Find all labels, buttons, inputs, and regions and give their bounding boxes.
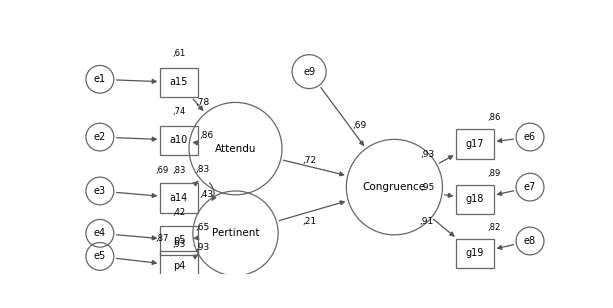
Text: ,65: ,65 [196, 223, 210, 233]
FancyArrowPatch shape [210, 183, 216, 200]
Text: e2: e2 [94, 132, 106, 142]
Bar [161, 126, 197, 155]
Text: e6: e6 [524, 132, 536, 142]
Text: e5: e5 [94, 251, 106, 261]
Text: ,82: ,82 [487, 223, 500, 233]
Text: ,69: ,69 [155, 166, 169, 175]
Text: e9: e9 [303, 67, 315, 77]
Text: ,91: ,91 [419, 217, 433, 226]
Text: Attendu: Attendu [215, 144, 256, 154]
Text: ,93: ,93 [196, 243, 210, 252]
Text: ,93: ,93 [421, 149, 435, 159]
Text: ,21: ,21 [302, 217, 316, 226]
Text: ,83: ,83 [195, 165, 209, 174]
Text: p4: p4 [173, 261, 185, 271]
Text: g17: g17 [466, 139, 484, 149]
Bar [456, 239, 493, 268]
Text: a10: a10 [170, 135, 188, 145]
Text: g18: g18 [466, 194, 484, 205]
Text: Congruence: Congruence [363, 182, 426, 192]
Text: e4: e4 [94, 228, 106, 238]
Text: ,61: ,61 [172, 49, 186, 59]
Bar [161, 251, 197, 280]
Text: ,43: ,43 [200, 190, 214, 199]
Text: ,86: ,86 [487, 113, 500, 122]
Text: g19: g19 [466, 248, 484, 258]
Text: e3: e3 [94, 186, 106, 196]
Text: ,93: ,93 [172, 240, 186, 249]
Text: ,87: ,87 [155, 234, 169, 243]
Text: p5: p5 [173, 235, 185, 245]
Text: ,74: ,74 [172, 107, 186, 116]
Text: ,83: ,83 [172, 166, 186, 175]
Text: ,72: ,72 [302, 156, 316, 165]
Text: e1: e1 [94, 74, 106, 84]
Bar [456, 129, 493, 159]
Text: ,42: ,42 [172, 208, 186, 217]
Text: e8: e8 [524, 236, 536, 246]
Text: a14: a14 [170, 193, 188, 203]
Bar [161, 183, 197, 213]
Text: Pertinent: Pertinent [211, 228, 259, 238]
Text: ,89: ,89 [487, 169, 500, 178]
Text: ,95: ,95 [421, 183, 435, 192]
Bar [161, 68, 197, 97]
Bar [456, 185, 493, 214]
Text: ,86: ,86 [200, 131, 214, 140]
Text: a15: a15 [170, 77, 188, 87]
Text: ,69: ,69 [352, 121, 367, 130]
Text: ,78: ,78 [195, 98, 209, 107]
Text: e7: e7 [524, 182, 536, 192]
Bar [161, 225, 197, 255]
